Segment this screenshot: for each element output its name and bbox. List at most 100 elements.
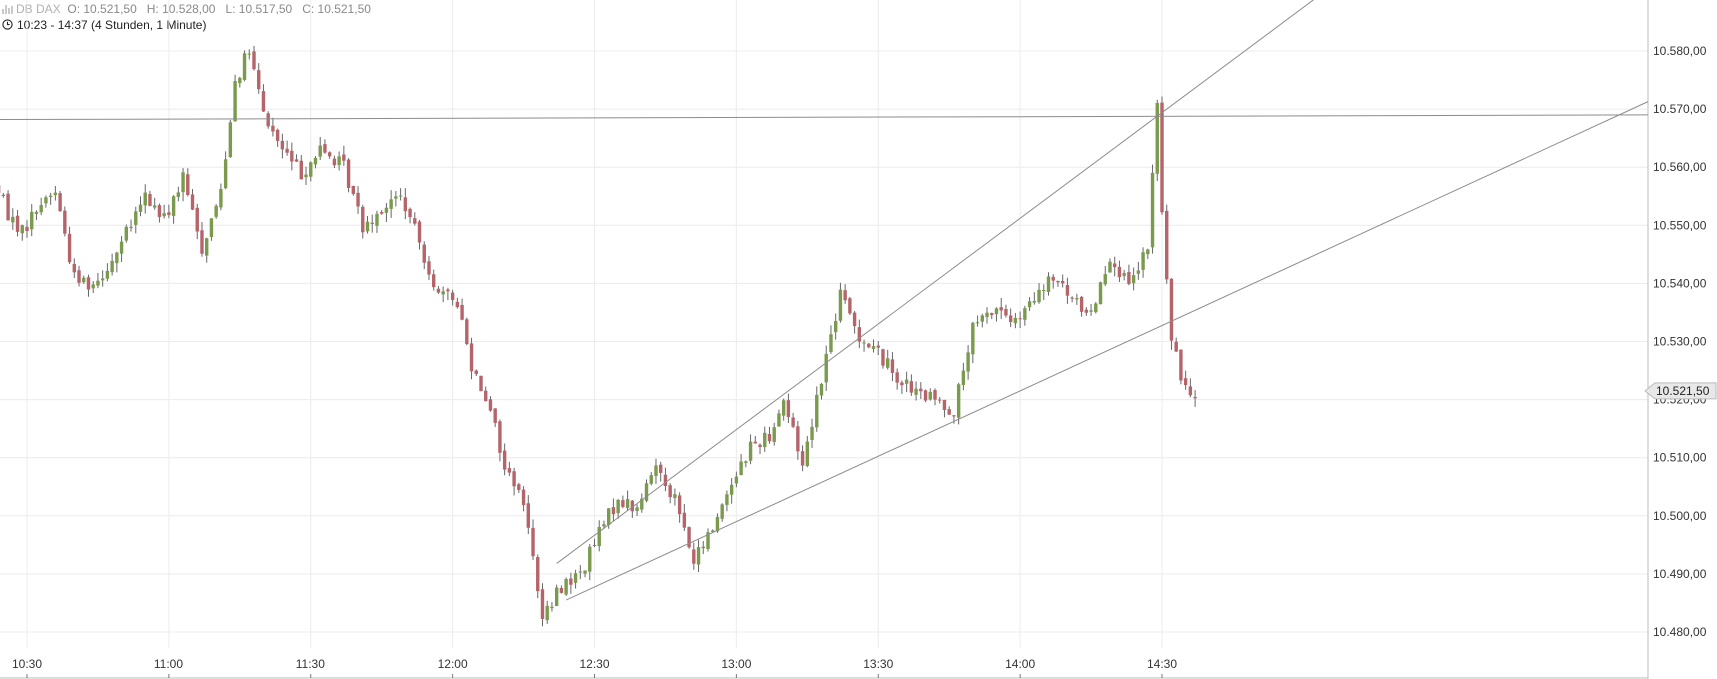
candle-body: [871, 346, 876, 349]
candle-body: [167, 212, 171, 216]
y-tick-label: 10.500,00: [1653, 509, 1707, 523]
candle-body: [1046, 276, 1051, 293]
candle-body: [1113, 263, 1117, 268]
candle-body: [11, 216, 15, 223]
candle-body: [1103, 274, 1107, 285]
candle-body: [990, 313, 994, 316]
candle-body: [852, 312, 857, 327]
candle-body: [1094, 303, 1098, 313]
candle-body: [1193, 396, 1197, 399]
candle-body: [928, 391, 932, 400]
candle-body: [550, 606, 554, 609]
candle-body: [181, 172, 185, 193]
candle-body: [294, 159, 299, 162]
candle-body: [152, 205, 157, 208]
candle-body: [1027, 301, 1032, 308]
candle-body: [711, 530, 715, 532]
candle-body: [564, 579, 568, 595]
candle-body: [432, 274, 436, 288]
candle-body: [933, 390, 937, 400]
candle-body: [682, 512, 687, 528]
candle-body: [767, 433, 772, 442]
candle-body: [313, 157, 318, 165]
candle-body: [1023, 308, 1027, 320]
candle-body: [876, 345, 880, 348]
trendline-horizontal: [0, 114, 1649, 121]
candle-body: [1042, 290, 1046, 292]
candle-body: [980, 315, 984, 322]
candle-body: [365, 221, 370, 232]
candle-body: [592, 544, 597, 546]
candle-body: [559, 587, 564, 593]
candle-body: [796, 426, 800, 452]
candle-body: [621, 500, 625, 507]
candle-body: [1079, 296, 1084, 312]
candle-body: [58, 193, 62, 212]
candle-body: [275, 129, 280, 141]
candle-body: [909, 381, 914, 393]
candle-body: [720, 504, 724, 519]
x-tick-label: 12:30: [580, 657, 610, 671]
candle-body: [994, 308, 999, 315]
candle-body: [819, 383, 824, 396]
y-tick-label: 10.490,00: [1653, 567, 1707, 581]
candle-body: [351, 185, 356, 194]
candle-body: [280, 140, 285, 150]
y-tick-label: 10.540,00: [1653, 276, 1707, 290]
candle-body: [129, 226, 133, 228]
candle-body: [233, 80, 237, 122]
candle-body: [616, 499, 620, 514]
candle-body: [148, 194, 152, 206]
candle-body: [143, 192, 147, 206]
candle-body: [48, 195, 53, 197]
candle-body: [923, 390, 928, 401]
x-tick-label: 11:00: [154, 657, 183, 671]
candle-body: [91, 284, 95, 289]
y-tick-label: 10.480,00: [1653, 625, 1707, 639]
candle-body: [252, 51, 256, 70]
candle-body: [1037, 289, 1041, 303]
candle-body: [606, 508, 611, 525]
x-tick-label: 13:30: [863, 657, 893, 671]
candle-body: [748, 441, 753, 461]
candle-body: [999, 307, 1003, 311]
y-tick-label: 10.510,00: [1653, 451, 1707, 465]
candle-body: [531, 527, 535, 557]
candle-body: [904, 379, 909, 384]
candle-body: [162, 213, 166, 217]
candle-body: [219, 188, 223, 208]
candle-body: [677, 495, 682, 515]
candle-body: [824, 353, 828, 383]
y-tick-label: 10.580,00: [1653, 44, 1707, 58]
candle-body: [625, 499, 630, 509]
candle-body: [725, 494, 729, 505]
y-axis-labels: 10.480,00 10.490,00 10.500,00 10.510,00 10.5…: [1653, 44, 1707, 639]
candle-body: [786, 400, 791, 418]
candle-body: [1098, 282, 1103, 305]
x-axis-labels: 10:30 11:00 11:30 12:00 12:30 13:00 13:30 14:00…: [12, 657, 1177, 678]
candle-body: [635, 507, 639, 511]
candle-body: [886, 358, 890, 368]
candle-body: [30, 211, 34, 230]
candle-body: [862, 342, 866, 344]
candle-body: [1013, 317, 1018, 324]
candle-body: [640, 498, 644, 510]
candle-body: [772, 427, 776, 442]
candle-body: [843, 290, 847, 301]
candle-body: [956, 384, 961, 418]
clock-icon: [2, 19, 13, 30]
candle-body: [100, 278, 105, 281]
candle-body: [389, 199, 393, 209]
candles: [0, 45, 1197, 627]
candle-body: [370, 222, 374, 224]
candle-body: [205, 238, 209, 256]
candle-body: [323, 144, 327, 153]
candle-body: [450, 292, 455, 301]
candle-body: [1004, 308, 1008, 316]
candle-body: [848, 298, 852, 314]
candle-body: [1174, 341, 1178, 352]
x-tick-label: 11:30: [296, 657, 325, 671]
candle-body: [1089, 310, 1093, 312]
candle-body: [110, 260, 114, 273]
